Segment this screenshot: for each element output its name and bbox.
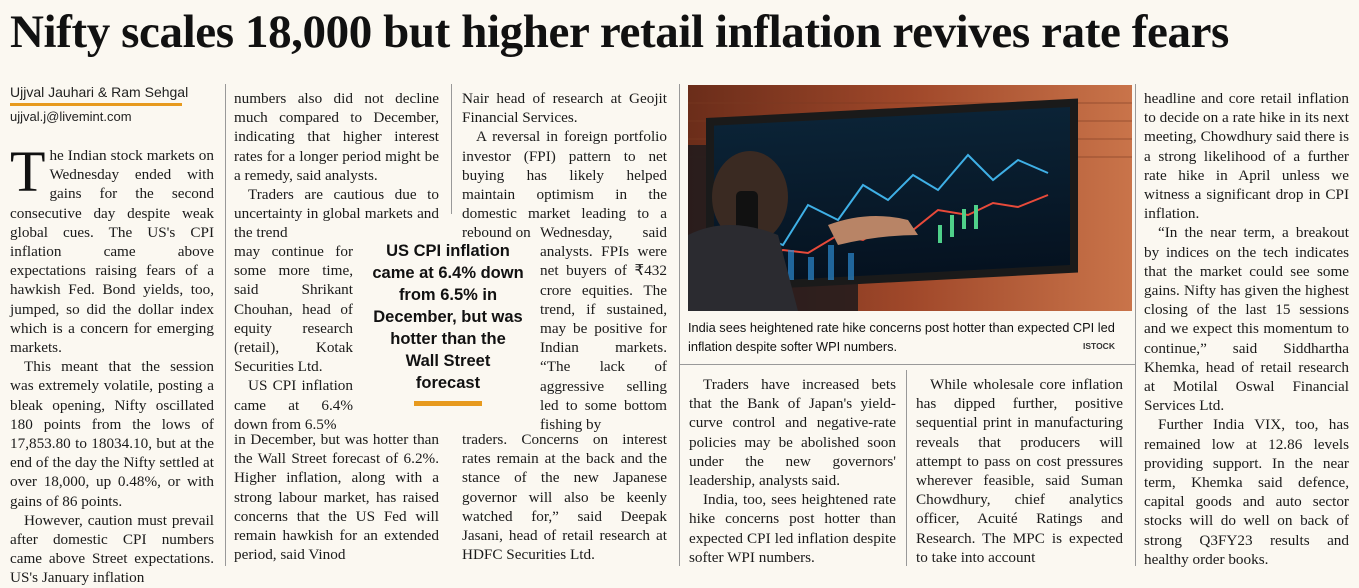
column-2: numbers also did not decline much compar… bbox=[234, 89, 439, 243]
column-2-paragraph-2a: Traders are cautious due to uncertainty … bbox=[234, 186, 439, 242]
pull-quote-accent-bar bbox=[414, 401, 482, 406]
column-3-wrap: Wednesday, said analysts. FPIs were net … bbox=[540, 223, 667, 434]
column-2-wrap-1: may continue for some more time, said Sh… bbox=[234, 242, 353, 434]
column-2-paragraph-3b: in December, but was hotter than the Wal… bbox=[234, 431, 439, 564]
caption-divider bbox=[680, 364, 1136, 365]
column-divider bbox=[225, 84, 226, 566]
column-4: Traders have increased bets that the Ban… bbox=[689, 375, 896, 567]
column-3-bottom: traders. Concerns on interest rates rema… bbox=[462, 430, 667, 564]
column-2-paragraph-3a: US CPI inflation came at 6.4% down from … bbox=[234, 377, 353, 433]
column-4-paragraph-2: India, too, sees heightened rate hike co… bbox=[689, 491, 896, 566]
column-3-paragraph-2c: traders. Concerns on interest rates rema… bbox=[462, 431, 667, 564]
column-2-paragraph-1: numbers also did not decline much compar… bbox=[234, 90, 439, 184]
column-6-paragraph-2: “In the near term, a breakout by indices… bbox=[1144, 224, 1349, 415]
column-1-paragraph-2: This meant that the session was extremel… bbox=[10, 358, 214, 510]
column-3-paragraph-1: Nair head of research at Geojit Financia… bbox=[462, 90, 667, 127]
photo-caption: India sees heightened rate hike concerns… bbox=[688, 320, 1115, 354]
column-2-paragraph-2b: may continue for some more time, said Sh… bbox=[234, 243, 353, 376]
column-1-paragraph-3: However, caution must prevail after dome… bbox=[10, 511, 214, 587]
column-5-paragraph-1: While wholesale core inflation has dippe… bbox=[916, 376, 1123, 566]
trader-on-phone-illustration bbox=[688, 85, 1132, 311]
byline-underline bbox=[10, 103, 182, 106]
column-3: Nair head of research at Geojit Financia… bbox=[462, 89, 667, 243]
pull-quote: US CPI inflation came at 6.4% down from … bbox=[372, 242, 524, 392]
column-5: While wholesale core inflation has dippe… bbox=[916, 375, 1123, 567]
byline-authors: Ujjval Jauhari & Ram Sehgal bbox=[10, 84, 189, 100]
column-6-paragraph-1: headline and core retail inflation to de… bbox=[1144, 90, 1349, 223]
column-1-paragraph-1-text: he Indian stock markets on Wednesday end… bbox=[10, 147, 214, 357]
column-6-paragraph-3: Further India VIX, too, has remained low… bbox=[1144, 416, 1349, 568]
column-divider bbox=[451, 84, 452, 214]
column-divider bbox=[679, 84, 680, 566]
column-3-paragraph-2b: Wednesday, said analysts. FPIs were net … bbox=[540, 224, 667, 434]
column-divider bbox=[906, 370, 907, 566]
byline-email: ujjval.j@livemint.com bbox=[10, 109, 132, 124]
column-4-paragraph-1: Traders have increased bets that the Ban… bbox=[689, 376, 896, 490]
column-divider bbox=[1135, 84, 1136, 566]
dropcap: T bbox=[10, 139, 46, 204]
column-6: headline and core retail inflation to de… bbox=[1144, 89, 1349, 569]
column-2-bottom: in December, but was hotter than the Wal… bbox=[234, 430, 439, 564]
column-3-paragraph-2a: A reversal in foreign portfolio investor… bbox=[462, 128, 667, 242]
headline: Nifty scales 18,000 but higher retail in… bbox=[10, 6, 1229, 58]
stock-trader-photo bbox=[688, 85, 1132, 311]
photo-credit: ISTOCK bbox=[1083, 341, 1115, 351]
